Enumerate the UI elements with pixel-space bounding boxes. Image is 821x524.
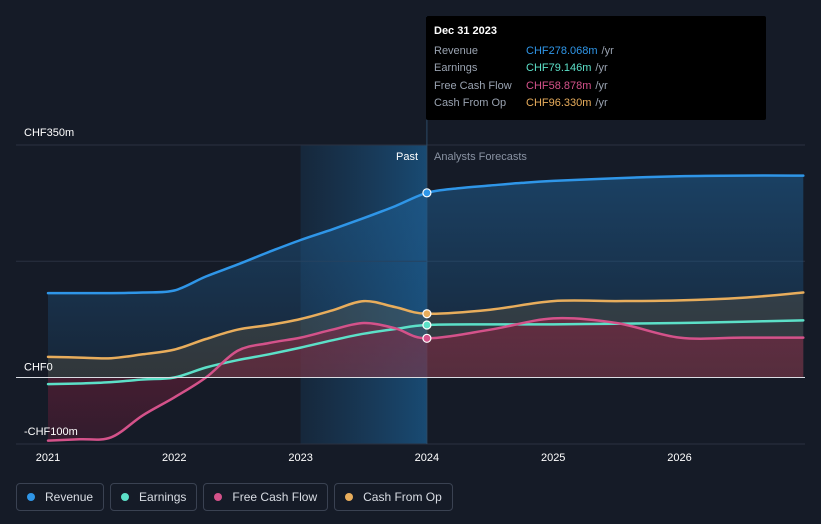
free-cash-flow-marker [422,333,432,343]
tooltip-row-free-cash-flow: Free Cash Flow CHF58.878m /yr [434,77,758,95]
tooltip-label: Earnings [434,62,478,75]
free-cash-flow-dot-icon [214,493,223,501]
free-cash-flow-area [48,318,804,441]
legend-label: Earnings [139,490,187,504]
revenue-dot-icon [27,493,35,501]
tooltip-unit: /yr [601,44,614,57]
series-markers [422,188,432,343]
y-tick-label: CHF0 [24,362,53,374]
tooltip-value: CHF278.068m [526,44,598,57]
x-axis: 2021 2022 2023 2024 2025 2026 [36,452,692,464]
x-tick-label: 2022 [162,452,186,464]
revenue-line [46,174,805,295]
earnings-dot-icon [121,493,130,501]
y-tick-label: -CHF100m [24,426,78,438]
tooltip-unit: /yr [595,79,608,92]
tooltip-value: CHF79.146m [526,62,592,75]
legend-item-free-cash-flow[interactable]: Free Cash Flow [203,483,329,511]
legend-label: Free Cash Flow [232,490,318,504]
tooltip-label: Cash From Op [434,97,507,110]
y-tick-label: CHF350m [24,127,74,139]
tooltip-date: Dec 31 2023 [434,25,497,37]
tooltip-unit: /yr [595,62,608,75]
past-label: Past [396,151,418,163]
tooltip-value: CHF96.330m [526,97,592,110]
tooltip-label: Revenue [434,44,479,57]
legend: Revenue Earnings Free Cash Flow Cash Fro… [16,483,453,511]
series-lines [16,174,805,442]
x-tick-label: 2023 [288,452,312,464]
tooltip: Dec 31 2023 Revenue CHF278.068m /yr Earn… [426,16,766,120]
tooltip-row-revenue: Revenue CHF278.068m /yr [434,42,758,60]
cash-from-op-line [46,291,805,360]
x-tick-label: 2021 [36,452,60,464]
revenue-marker [422,188,432,198]
x-tick-label: 2025 [541,452,565,464]
earnings-marker [422,320,432,330]
tooltip-row-cash-from-op: Cash From Op CHF96.330m /yr [434,95,758,113]
legend-item-earnings[interactable]: Earnings [110,483,198,511]
cash-from-op-dot-icon [345,493,354,501]
tooltip-value: CHF58.878m [526,79,592,92]
tooltip-label: Free Cash Flow [434,79,512,92]
x-tick-label: 2026 [667,452,691,464]
legend-item-cash-from-op[interactable]: Cash From Op [334,483,453,511]
legend-item-revenue[interactable]: Revenue [16,483,105,511]
cash-from-op-marker [422,309,432,319]
forecast-label: Analysts Forecasts [434,151,527,163]
legend-label: Cash From Op [363,490,442,504]
free-cash-flow-line [46,316,805,442]
y-axis: CHF350m CHF0 -CHF100m [24,127,78,438]
legend-label: Revenue [45,490,94,504]
tooltip-row-earnings: Earnings CHF79.146m /yr [434,60,758,78]
x-tick-label: 2024 [415,452,439,464]
tooltip-unit: /yr [595,97,608,110]
